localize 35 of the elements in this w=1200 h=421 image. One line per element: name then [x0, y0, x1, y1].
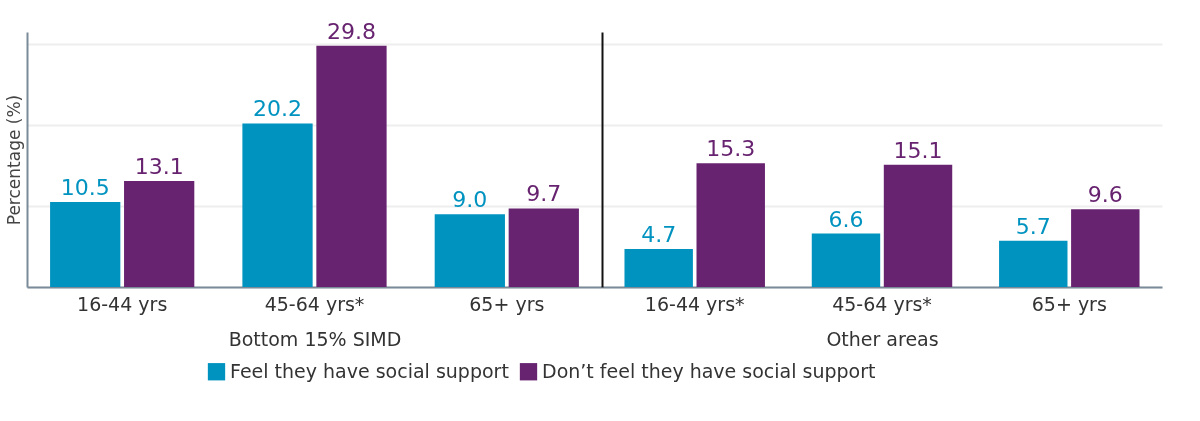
- x-tick-label: 16-44 yrs: [77, 292, 168, 315]
- bar: [811, 233, 881, 287]
- bar: [242, 123, 313, 287]
- x-axis-title: Other areas: [826, 327, 939, 350]
- legend-label: Don’t feel they have social support: [542, 359, 876, 382]
- bar: [434, 214, 505, 287]
- x-axis-title: Bottom 15% SIMD: [228, 327, 402, 350]
- bar: [124, 180, 195, 287]
- legend-label: Feel they have social support: [230, 359, 509, 382]
- bar: [508, 208, 579, 287]
- x-tick-label: 65+ yrs: [1031, 292, 1107, 315]
- data-label: 4.7: [641, 221, 677, 247]
- data-label: 29.8: [326, 18, 376, 44]
- x-tick-label: 45-64 yrs*: [264, 292, 365, 315]
- data-label: 9.6: [1087, 182, 1123, 208]
- bar: [624, 248, 693, 287]
- data-label: 15.1: [893, 137, 943, 163]
- x-tick-label: 16-44 yrs*: [644, 292, 745, 315]
- bar: [999, 240, 1068, 287]
- data-label: 13.1: [134, 153, 184, 179]
- bar: [316, 45, 387, 287]
- data-label: 20.2: [253, 96, 303, 122]
- y-axis-title: Percentage (%): [3, 94, 24, 226]
- data-label: 9.0: [452, 187, 488, 213]
- data-label: 5.7: [1015, 213, 1051, 239]
- x-tick-label: 45-64 yrs*: [832, 292, 932, 315]
- data-label: 15.3: [706, 136, 756, 162]
- bar: [883, 164, 953, 287]
- data-label: 9.7: [526, 181, 562, 207]
- data-label: 6.6: [828, 206, 864, 232]
- bar: [696, 163, 765, 287]
- bar: [50, 202, 121, 287]
- data-label: 10.5: [60, 175, 110, 200]
- x-tick-label: 65+ yrs: [469, 292, 545, 315]
- bar: [1071, 209, 1140, 287]
